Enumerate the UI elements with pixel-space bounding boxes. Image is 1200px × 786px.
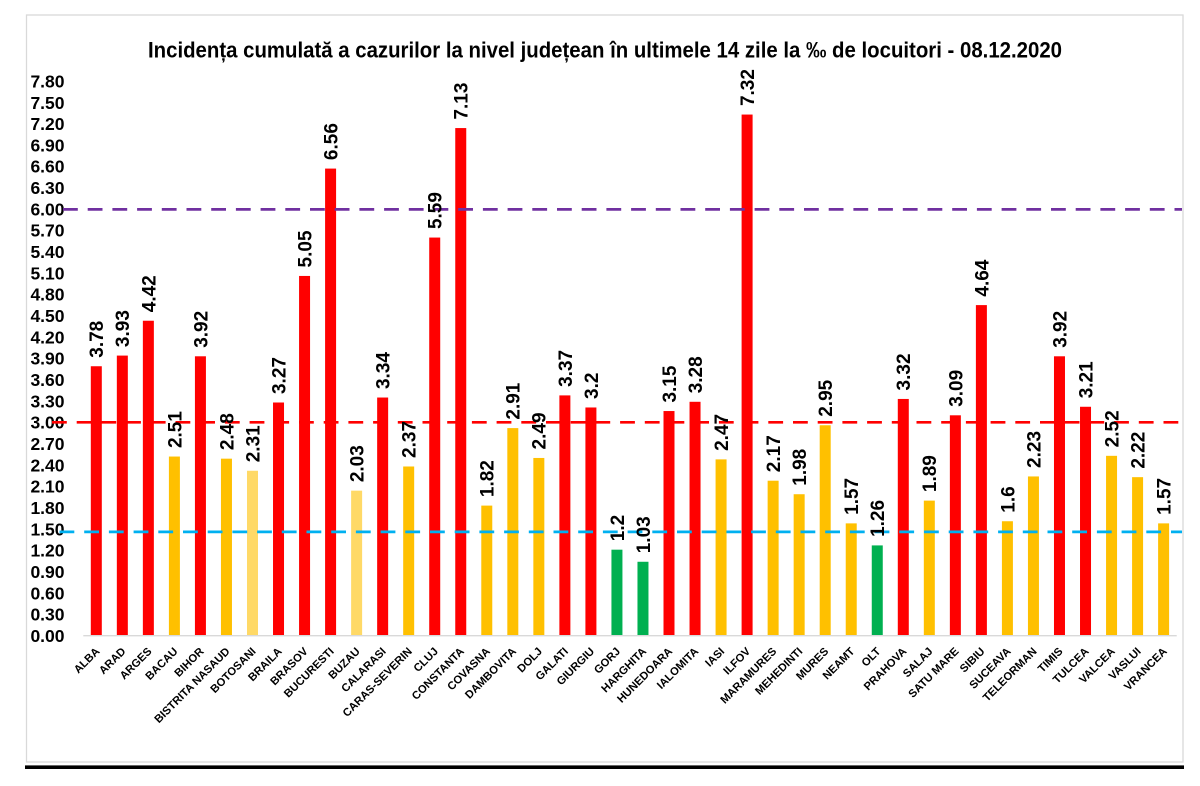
svg-text:4.20: 4.20	[30, 327, 64, 347]
svg-text:2.31: 2.31	[243, 425, 264, 462]
svg-text:1.80: 1.80	[30, 498, 64, 518]
svg-text:3.21: 3.21	[1076, 361, 1097, 398]
svg-text:3.28: 3.28	[686, 356, 707, 393]
svg-text:0.90: 0.90	[30, 562, 64, 582]
svg-text:7.32: 7.32	[738, 69, 759, 106]
svg-text:0.60: 0.60	[30, 583, 64, 603]
svg-text:2.47: 2.47	[712, 414, 733, 451]
svg-text:2.95: 2.95	[816, 379, 837, 416]
svg-text:7.50: 7.50	[30, 93, 64, 113]
svg-text:7.13: 7.13	[452, 83, 473, 120]
svg-text:3.34: 3.34	[374, 352, 395, 389]
svg-text:Incidența cumulată a cazurilor: Incidența cumulată a cazurilor la nivel …	[148, 38, 1062, 63]
svg-text:3.92: 3.92	[191, 311, 212, 348]
svg-text:1.57: 1.57	[842, 478, 863, 515]
svg-text:1.03: 1.03	[634, 516, 655, 553]
svg-text:3.92: 3.92	[1050, 311, 1071, 348]
svg-text:2.40: 2.40	[30, 455, 64, 475]
svg-text:2.52: 2.52	[1102, 410, 1123, 447]
svg-text:6.60: 6.60	[30, 157, 64, 177]
svg-text:5.05: 5.05	[295, 230, 316, 267]
svg-text:2.49: 2.49	[530, 412, 551, 449]
svg-text:4.50: 4.50	[30, 306, 64, 326]
svg-text:4.42: 4.42	[139, 275, 160, 312]
svg-text:1.26: 1.26	[868, 500, 889, 537]
svg-text:2.91: 2.91	[504, 382, 525, 419]
svg-text:3.93: 3.93	[113, 310, 134, 347]
svg-text:2.17: 2.17	[764, 435, 785, 472]
svg-text:3.15: 3.15	[660, 365, 681, 402]
svg-text:1.82: 1.82	[478, 460, 499, 497]
svg-text:1.57: 1.57	[1155, 478, 1176, 515]
svg-text:0.00: 0.00	[30, 626, 64, 646]
svg-text:2.37: 2.37	[400, 421, 421, 458]
svg-text:4.64: 4.64	[972, 259, 993, 296]
svg-text:1.50: 1.50	[30, 519, 64, 539]
svg-text:0.30: 0.30	[30, 605, 64, 625]
svg-text:1.89: 1.89	[920, 455, 941, 492]
svg-text:2.03: 2.03	[348, 445, 369, 482]
svg-text:3.60: 3.60	[30, 370, 64, 390]
svg-text:1.98: 1.98	[790, 449, 811, 486]
svg-text:3.09: 3.09	[946, 370, 967, 407]
svg-text:2.70: 2.70	[30, 434, 64, 454]
svg-text:3.27: 3.27	[269, 357, 290, 394]
svg-text:6.90: 6.90	[30, 135, 64, 155]
svg-text:2.10: 2.10	[30, 477, 64, 497]
svg-text:6.56: 6.56	[321, 123, 342, 160]
svg-text:5.40: 5.40	[30, 242, 64, 262]
svg-text:4.80: 4.80	[30, 285, 64, 305]
svg-text:3.32: 3.32	[894, 353, 915, 390]
svg-text:3.30: 3.30	[30, 391, 64, 411]
svg-text:7.20: 7.20	[30, 114, 64, 134]
svg-text:6.30: 6.30	[30, 178, 64, 198]
svg-text:3.37: 3.37	[556, 350, 577, 387]
svg-text:6.00: 6.00	[30, 199, 64, 219]
svg-text:3.90: 3.90	[30, 349, 64, 369]
svg-text:1.6: 1.6	[998, 486, 1019, 512]
svg-text:5.70: 5.70	[30, 221, 64, 241]
svg-text:2.51: 2.51	[165, 411, 186, 448]
svg-text:2.48: 2.48	[217, 413, 238, 450]
svg-text:1.20: 1.20	[30, 541, 64, 561]
svg-text:3.00: 3.00	[30, 413, 64, 433]
svg-text:2.22: 2.22	[1128, 432, 1149, 469]
svg-text:5.10: 5.10	[30, 263, 64, 283]
svg-text:7.80: 7.80	[30, 71, 64, 91]
svg-text:5.59: 5.59	[426, 192, 447, 229]
svg-text:3.2: 3.2	[582, 373, 603, 399]
svg-text:1.2: 1.2	[608, 515, 629, 541]
svg-text:3.78: 3.78	[87, 321, 108, 358]
svg-text:2.23: 2.23	[1024, 431, 1045, 468]
